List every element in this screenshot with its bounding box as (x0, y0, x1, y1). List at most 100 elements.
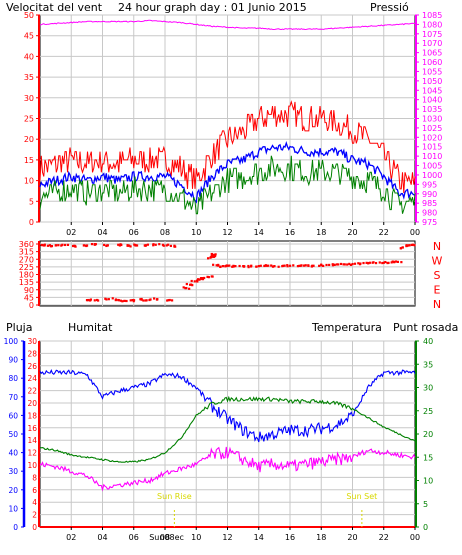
humidity-tick-label: 2 (32, 511, 37, 520)
direction-point (123, 299, 126, 302)
direction-point (210, 252, 213, 256)
pressure-tick-label: 975 (422, 218, 437, 227)
x-tick-label: 04 (97, 533, 107, 542)
direction-point (224, 265, 227, 268)
temperature-tick-label: 30 (423, 384, 433, 393)
direction-point (60, 244, 63, 247)
direction-point (117, 243, 120, 246)
rain-tick-label: 20 (8, 486, 18, 495)
direction-point (93, 299, 96, 302)
direction-point (57, 244, 60, 247)
direction-point (167, 299, 170, 302)
direction-point (346, 263, 349, 266)
direction-point (117, 299, 120, 302)
x-tick-label: 04 (97, 228, 107, 237)
direction-point (382, 261, 385, 264)
direction-tick-label: 90 (24, 286, 34, 295)
x-tick-label: 06 (129, 228, 139, 237)
direction-point (210, 255, 213, 258)
direction-point (97, 299, 100, 302)
direction-point (225, 264, 228, 267)
direction-point (407, 244, 410, 247)
compass-label: S (434, 269, 441, 282)
direction-point (391, 260, 394, 263)
direction-point (399, 247, 403, 250)
direction-point (174, 245, 177, 248)
direction-point (212, 263, 215, 266)
x-tick-label: 02 (66, 533, 76, 542)
direction-point (210, 275, 213, 278)
humidity-tick-label: 0 (32, 523, 37, 532)
direction-point (66, 243, 70, 246)
x-tick-label: 12 (222, 228, 232, 237)
direction-point (135, 244, 139, 247)
direction-point (232, 264, 235, 267)
direction-point (207, 276, 210, 279)
direction-point (310, 265, 314, 268)
direction-point (46, 244, 50, 247)
direction-tick-label: 180 (19, 271, 34, 280)
direction-point (64, 243, 67, 247)
direction-point (381, 261, 384, 265)
pressure-tick-label: 990 (422, 190, 437, 199)
direction-point (41, 244, 44, 247)
pressure-tick-label: 1000 (422, 171, 442, 180)
pressure-tick-label: 1045 (422, 86, 442, 95)
direction-point (146, 243, 150, 246)
direction-tick-label: 270 (19, 255, 34, 264)
x-tick-label: 06 (129, 533, 139, 542)
direction-point (273, 265, 276, 268)
x-tick-label: 02 (66, 228, 76, 237)
direction-point (368, 261, 371, 264)
wind-tick-label: 50 (24, 11, 34, 20)
pressure-tick-label: 1085 (422, 11, 442, 20)
direction-point (325, 263, 328, 267)
direction-point (168, 298, 171, 302)
pressure-tick-label: 980 (422, 209, 437, 218)
direction-point (228, 264, 231, 267)
direction-point (85, 299, 89, 302)
temperature-tick-label: 20 (423, 430, 433, 439)
direction-point (322, 264, 325, 267)
direction-point (206, 257, 210, 260)
rain-tick-label: 60 (8, 411, 18, 420)
direction-point (196, 280, 199, 283)
wind-axis-label: Velocitat del vent (6, 1, 103, 14)
direction-point (351, 262, 354, 266)
direction-point (128, 244, 131, 247)
direction-point (167, 243, 170, 246)
direction-point (339, 262, 343, 266)
direction-point (342, 263, 345, 266)
direction-point (277, 265, 280, 268)
wind-tick-label: 25 (24, 115, 34, 124)
direction-point (212, 254, 215, 257)
humidity-tick-label: 30 (27, 337, 37, 346)
direction-point (155, 298, 159, 301)
pressure-tick-label: 985 (422, 199, 437, 208)
direction-point (166, 299, 169, 302)
direction-point (358, 263, 362, 266)
wind-tick-label: 35 (24, 73, 34, 82)
x-tick-label: 10 (191, 533, 201, 542)
x-tick-label: 08 (160, 228, 170, 237)
series-line-green (39, 155, 416, 215)
humidity-axis-label: Humitat (68, 321, 113, 334)
pressure-tick-label: 1030 (422, 115, 442, 124)
direction-point (154, 243, 157, 246)
direction-point (105, 244, 108, 248)
direction-point (378, 261, 381, 264)
pressure-tick-label: 1050 (422, 77, 442, 86)
direction-point (289, 264, 292, 267)
wind-tick-label: 0 (29, 218, 34, 227)
x-tick-label: 00 (410, 533, 420, 542)
direction-point (299, 264, 302, 267)
series-line-magenta (39, 19, 415, 31)
direction-point (158, 243, 161, 246)
direction-point (298, 264, 301, 267)
direction-tick-label: 360 (19, 240, 34, 249)
direction-point (111, 297, 114, 300)
x-tick-label: 20 (347, 533, 357, 542)
direction-point (318, 264, 321, 267)
direction-point (247, 264, 250, 268)
direction-point (387, 261, 390, 264)
